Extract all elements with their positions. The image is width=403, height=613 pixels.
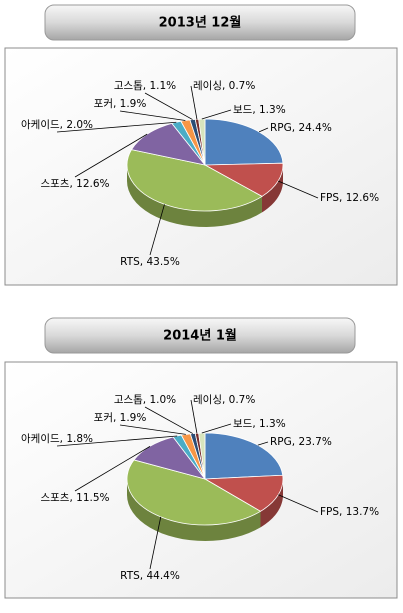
leader-line bbox=[74, 446, 151, 492]
data-label: 레이싱, 0.7% bbox=[193, 394, 255, 406]
leader-line bbox=[119, 110, 186, 121]
data-label: RTS, 44.4% bbox=[120, 570, 180, 582]
leader-line bbox=[258, 127, 269, 133]
data-label: 포커, 1.9% bbox=[94, 412, 147, 424]
slice bbox=[126, 149, 263, 212]
pie bbox=[126, 118, 284, 227]
data-label: RTS, 43.5% bbox=[120, 256, 180, 268]
slice-side bbox=[127, 165, 262, 227]
data-label: 레이싱, 0.7% bbox=[193, 80, 255, 92]
data-label: 보드, 1.3% bbox=[233, 104, 286, 116]
title-box bbox=[44, 317, 356, 354]
chart-title: 2013년 12월 bbox=[159, 15, 242, 31]
data-label: 포커, 1.9% bbox=[94, 98, 147, 110]
slice bbox=[126, 459, 262, 526]
leader-line bbox=[149, 516, 162, 570]
data-label: 고스톱, 1.1% bbox=[114, 80, 176, 92]
leader-line bbox=[278, 494, 319, 513]
data-label: 고스톱, 1.0% bbox=[114, 394, 176, 406]
slice-side bbox=[127, 479, 261, 541]
pie bbox=[126, 432, 284, 541]
leader-line bbox=[190, 85, 198, 120]
slice bbox=[204, 118, 284, 166]
leader-line bbox=[144, 92, 193, 120]
title-box bbox=[44, 4, 356, 41]
leader-line bbox=[257, 441, 269, 446]
data-label: RPG, 23.7% bbox=[270, 436, 332, 448]
leader-line bbox=[277, 180, 319, 199]
leader-line bbox=[56, 121, 177, 133]
leader-line bbox=[119, 424, 186, 435]
leader-line bbox=[74, 133, 148, 178]
data-label: FPS, 12.6% bbox=[320, 192, 379, 204]
data-label: FPS, 13.7% bbox=[320, 506, 379, 518]
data-label: 아케이드, 2.0% bbox=[21, 119, 93, 131]
leader-line bbox=[201, 423, 232, 434]
slice bbox=[198, 118, 206, 166]
leader-line bbox=[149, 204, 165, 256]
data-label: RPG, 24.4% bbox=[270, 122, 332, 134]
chart-title: 2014년 1월 bbox=[163, 328, 237, 344]
leader-line bbox=[144, 406, 193, 434]
data-label: 스포츠, 11.5% bbox=[40, 492, 109, 504]
slice bbox=[130, 122, 207, 166]
data-label: 보드, 1.3% bbox=[233, 418, 286, 430]
leader-line bbox=[56, 435, 178, 447]
data-label: 아케이드, 1.8% bbox=[21, 433, 93, 445]
data-label: 스포츠, 12.6% bbox=[40, 178, 109, 190]
slice bbox=[203, 162, 284, 197]
leader-line bbox=[190, 399, 198, 434]
leader-line bbox=[201, 109, 232, 120]
